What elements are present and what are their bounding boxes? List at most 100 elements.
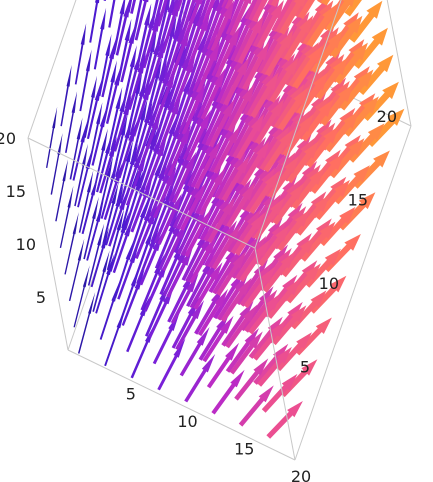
vector-arrow (321, 0, 331, 6)
vector-arrow (148, 284, 175, 339)
vector-arrow (257, 22, 286, 74)
vector-arrow (221, 155, 250, 202)
vector-arrow (64, 212, 79, 275)
vector-arrow (132, 79, 152, 137)
vector-arrow (179, 327, 210, 377)
vector-arrow (169, 26, 191, 81)
vector-arrow (198, 167, 226, 216)
vector-arrow (334, 42, 368, 85)
vector-arrow (213, 270, 245, 320)
vector-arrow (105, 64, 122, 124)
vector-arrow (237, 15, 264, 65)
vector-arrow (112, 113, 128, 176)
vector-arrow (157, 193, 182, 245)
vector-arrow (139, 231, 164, 286)
vector-arrow (183, 0, 203, 40)
vector-arrow (215, 26, 240, 78)
vector-arrow (103, 0, 106, 1)
vector-arrow (133, 101, 153, 162)
vector-arrow (101, 37, 117, 98)
vector-arrow (253, 343, 289, 385)
vector-arrow (109, 211, 129, 272)
vector-arrow (78, 292, 96, 354)
vector-arrow (305, 126, 339, 168)
vector-arrow (188, 235, 217, 284)
vector-arrow (83, 196, 99, 260)
vector-arrow (202, 315, 234, 363)
vector-arrow (127, 174, 148, 232)
vector-arrow (119, 143, 138, 204)
vector-arrow (206, 342, 240, 389)
vector-arrow (157, 338, 186, 391)
vector-arrow (113, 94, 132, 152)
vector-arrow (211, 22, 236, 77)
vector-arrow (116, 140, 134, 203)
vector-arrow (188, 11, 211, 66)
vector-arrow (126, 71, 143, 135)
vector-arrow (158, 216, 184, 271)
vector-arrow (171, 151, 197, 204)
vector-arrow (166, 246, 193, 298)
vector-arrow (146, 37, 166, 95)
vector-arrow (223, 79, 251, 131)
vector-arrow (156, 0, 168, 27)
vector-arrow (244, 289, 278, 333)
vector-arrow (270, 0, 280, 7)
vector-arrow (219, 53, 246, 105)
box-edge-101-111 (254, 0, 342, 249)
vector-arrow (198, 312, 230, 361)
vector-arrow (257, 346, 292, 387)
vector-arrow (118, 265, 140, 325)
vector-arrow (246, 68, 275, 117)
vector-arrow (196, 41, 220, 94)
vector-arrow (261, 373, 298, 413)
vector-arrow (93, 128, 108, 192)
vector-arrow (95, 253, 115, 314)
vector-arrow (90, 227, 109, 288)
vector-arrow (96, 132, 113, 193)
vector-arrow (229, 0, 252, 37)
vector-arrow (179, 102, 203, 160)
vector-arrow (177, 0, 191, 37)
vector-arrow (153, 0, 164, 26)
vector-arrow (139, 7, 157, 68)
vector-arrow (248, 0, 263, 22)
vector-arrow (250, 72, 279, 119)
vector-arrow (181, 227, 209, 281)
vector-arrow (295, 194, 330, 236)
vector-arrow (117, 18, 132, 82)
vector-arrow (239, 262, 272, 307)
vector-arrow (295, 317, 332, 356)
vector-arrow (256, 0, 284, 49)
vector-arrow (220, 277, 252, 323)
vector-arrow (330, 15, 363, 59)
vector-arrow (252, 0, 280, 48)
vector-arrow (232, 110, 261, 159)
vector-arrow (227, 83, 255, 133)
vector-arrow (124, 48, 142, 109)
x-tick-label: 5 (126, 385, 136, 404)
vector-arrow (124, 170, 144, 231)
vector-arrow (130, 0, 137, 14)
vector-arrow (115, 0, 131, 56)
vector-arrow (91, 106, 108, 166)
vector-arrow (193, 60, 218, 118)
vector-arrow (178, 79, 202, 134)
vector-arrow (203, 193, 232, 242)
vector-arrow (136, 227, 160, 285)
vector-arrow (60, 64, 72, 127)
vector-arrow (184, 208, 212, 258)
x-tick-label: 10 (177, 412, 197, 431)
vector-arrow (189, 258, 219, 309)
vector-arrow (192, 37, 216, 93)
vector-arrow (154, 68, 176, 123)
vector-arrow (243, 266, 276, 309)
vector-arrow (108, 0, 116, 28)
vector-arrow (184, 354, 216, 403)
vector-arrow (181, 3, 202, 64)
vector-arrow (112, 0, 126, 55)
vector-arrow (180, 204, 208, 256)
vector-arrow (126, 295, 151, 353)
vector-arrow (216, 274, 249, 321)
